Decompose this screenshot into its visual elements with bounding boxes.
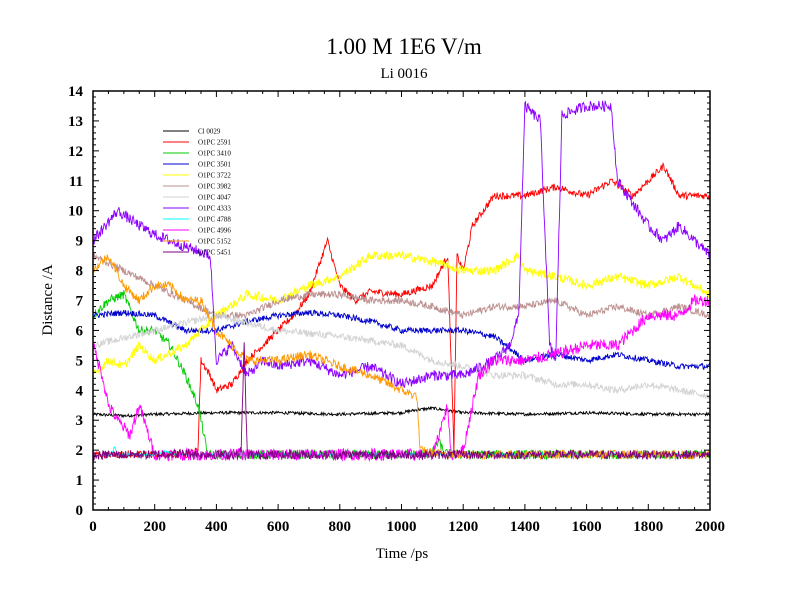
legend-label: O1PC 4047 bbox=[198, 194, 231, 202]
chart-subtitle: Li 0016 bbox=[380, 66, 428, 82]
series-line-o1pc-3410 bbox=[92, 290, 711, 461]
x-tick-label: 2000 bbox=[695, 519, 725, 535]
series-line-cl-0029 bbox=[92, 405, 711, 419]
legend-label: O1PC 5451 bbox=[198, 249, 231, 257]
y-tick-label: 12 bbox=[68, 144, 83, 160]
x-tick-label: 200 bbox=[143, 519, 166, 535]
legend-label: O1PC 5152 bbox=[198, 238, 231, 246]
axis-layer: 0 200 400 600 800 1000 1200 1400 1600 1800 2000012… bbox=[68, 84, 725, 535]
y-tick-label: 14 bbox=[68, 84, 84, 100]
y-tick-label: 4 bbox=[76, 383, 84, 399]
legend: Cl 0029 O1PC 2591 O1PC 3410 O1PC 3501 O1PC 3… bbox=[163, 128, 231, 257]
series-layer bbox=[92, 100, 711, 463]
y-tick-label: 9 bbox=[76, 234, 84, 250]
legend-label: O1PC 4333 bbox=[198, 205, 231, 213]
y-tick-label: 10 bbox=[68, 204, 83, 220]
x-axis-label: Time /ps bbox=[376, 546, 429, 562]
x-tick-label: 400 bbox=[205, 519, 228, 535]
legend-label: O1PC 3982 bbox=[198, 183, 231, 191]
x-tick-label: 0 bbox=[89, 519, 97, 535]
legend-label: O1PC 3410 bbox=[198, 150, 231, 158]
x-tick-label: 1200 bbox=[448, 519, 478, 535]
legend-label: O1PC 3722 bbox=[198, 172, 231, 180]
y-tick-label: 2 bbox=[76, 443, 84, 459]
legend-label: Cl 0029 bbox=[198, 128, 221, 136]
y-tick-label: 11 bbox=[69, 174, 83, 190]
series-line-o1pc-3722 bbox=[92, 250, 711, 375]
series-line-o1pc-5451 bbox=[92, 342, 711, 463]
y-tick-label: 13 bbox=[68, 114, 83, 130]
x-tick-label: 600 bbox=[267, 519, 290, 535]
x-tick-label: 1400 bbox=[510, 519, 540, 535]
series-line-o1pc-2591 bbox=[92, 162, 711, 459]
x-tick-label: 800 bbox=[329, 519, 352, 535]
series-line-o1pc-3501 bbox=[92, 309, 711, 370]
y-tick-label: 6 bbox=[76, 323, 84, 339]
x-tick-label: 1800 bbox=[633, 519, 663, 535]
y-tick-label: 3 bbox=[76, 413, 84, 429]
series-line-o1pc-4333 bbox=[92, 100, 711, 388]
y-tick-label: 1 bbox=[76, 473, 84, 489]
legend-label: O1PC 3501 bbox=[198, 161, 231, 169]
y-tick-label: 0 bbox=[76, 503, 84, 519]
y-axis-label: Distance /A bbox=[40, 264, 56, 335]
chart-title: 1.00 M 1E6 V/m bbox=[326, 34, 482, 59]
series-line-o1pc-4047 bbox=[92, 312, 711, 399]
x-tick-label: 1600 bbox=[572, 519, 602, 535]
y-tick-label: 8 bbox=[76, 264, 84, 280]
x-tick-label: 1000 bbox=[387, 519, 417, 535]
series-line-o1pc-4996 bbox=[92, 294, 711, 463]
y-tick-label: 7 bbox=[76, 294, 84, 310]
series-line-o1pc-5152 bbox=[92, 254, 711, 461]
y-tick-label: 5 bbox=[76, 353, 84, 369]
series-line-o1pc-3982 bbox=[92, 252, 711, 321]
legend-label: O1PC 4788 bbox=[198, 216, 231, 224]
legend-label: O1PC 4996 bbox=[198, 227, 231, 235]
legend-label: O1PC 2591 bbox=[198, 139, 231, 147]
